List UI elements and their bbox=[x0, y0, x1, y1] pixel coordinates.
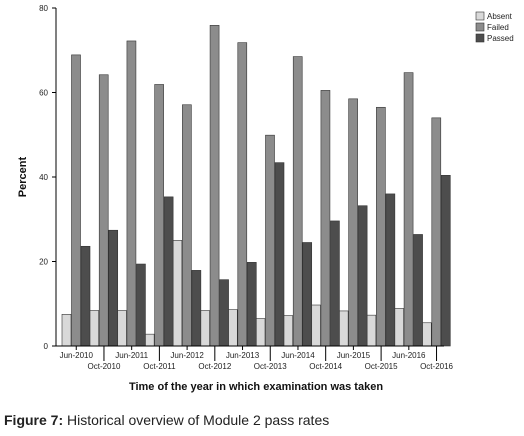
bar bbox=[172, 240, 183, 347]
bar-chart: 0 20 40 60 80 Jun-2010 Oct-2010 Jun-2011 Oct-201… bbox=[17, 4, 514, 393]
bar bbox=[182, 104, 192, 347]
bar bbox=[191, 270, 202, 347]
bar bbox=[227, 309, 238, 347]
bar bbox=[348, 98, 358, 347]
bar bbox=[357, 205, 368, 347]
bar bbox=[246, 262, 257, 347]
bar bbox=[209, 25, 220, 347]
y-axis-label: Percent bbox=[17, 156, 29, 197]
bar bbox=[403, 72, 414, 347]
x-tick-label: Oct-2015 bbox=[365, 362, 398, 371]
y-tick-label: 40 bbox=[39, 173, 48, 182]
bar bbox=[237, 42, 248, 347]
bar bbox=[219, 279, 229, 347]
figure-caption: Figure 7: Historical overview of Module … bbox=[4, 412, 329, 428]
bar bbox=[413, 234, 423, 347]
x-tick-label: Jun-2010 bbox=[60, 351, 94, 360]
bar bbox=[108, 229, 119, 347]
bar bbox=[302, 242, 313, 347]
legend-swatch bbox=[475, 22, 485, 32]
x-tick-label: Oct-2014 bbox=[309, 362, 342, 371]
bar bbox=[385, 193, 396, 347]
bar bbox=[376, 106, 386, 347]
legend-label: Failed bbox=[487, 23, 509, 32]
x-tick-label: Jun-2011 bbox=[115, 351, 148, 360]
bar bbox=[283, 315, 294, 347]
bar bbox=[80, 245, 91, 347]
bar bbox=[144, 333, 155, 347]
bar bbox=[338, 310, 349, 347]
bar bbox=[320, 90, 331, 347]
caption-label: Figure 7: bbox=[4, 412, 64, 428]
x-tick-label: Jun-2016 bbox=[392, 351, 426, 360]
x-axis-label: Time of the year in which examination wa… bbox=[129, 381, 383, 393]
x-tick-label: Jun-2015 bbox=[337, 351, 371, 360]
legend-label: Passed bbox=[487, 34, 514, 43]
bar bbox=[126, 40, 137, 347]
bar bbox=[274, 162, 285, 347]
x-tick-label: Oct-2011 bbox=[143, 362, 176, 371]
y-tick-label: 60 bbox=[39, 89, 48, 98]
bar bbox=[366, 314, 377, 347]
bar bbox=[440, 175, 451, 347]
bar bbox=[136, 263, 146, 347]
x-tick-label: Oct-2010 bbox=[88, 362, 121, 371]
caption-text: Historical overview of Module 2 pass rat… bbox=[63, 412, 330, 428]
bar bbox=[265, 134, 275, 347]
bar bbox=[200, 310, 210, 347]
bar bbox=[292, 56, 303, 347]
bar bbox=[421, 322, 432, 347]
bar bbox=[154, 84, 164, 347]
bar bbox=[255, 318, 266, 347]
bar bbox=[330, 220, 340, 347]
x-tick-label: Jun-2014 bbox=[281, 351, 315, 360]
legend-label: Absent bbox=[487, 12, 513, 21]
bar bbox=[431, 117, 442, 347]
x-tick-label: Jun-2013 bbox=[226, 351, 260, 360]
x-tick-label: Jun-2012 bbox=[170, 351, 204, 360]
bar bbox=[117, 310, 127, 347]
x-tick-label: Oct-2016 bbox=[420, 362, 453, 371]
bar bbox=[311, 304, 321, 347]
bar bbox=[394, 308, 404, 347]
legend-swatch bbox=[475, 11, 485, 21]
bar bbox=[61, 314, 72, 347]
x-tick-label: Oct-2013 bbox=[254, 362, 287, 371]
bar bbox=[163, 196, 174, 347]
x-tick-label: Oct-2012 bbox=[198, 362, 231, 371]
y-tick-label: 0 bbox=[44, 342, 49, 351]
y-tick-label: 20 bbox=[39, 258, 48, 267]
y-tick-label: 80 bbox=[39, 4, 48, 13]
bar bbox=[98, 74, 109, 347]
bar bbox=[71, 54, 81, 347]
bar bbox=[89, 310, 100, 347]
legend-swatch bbox=[475, 33, 485, 43]
